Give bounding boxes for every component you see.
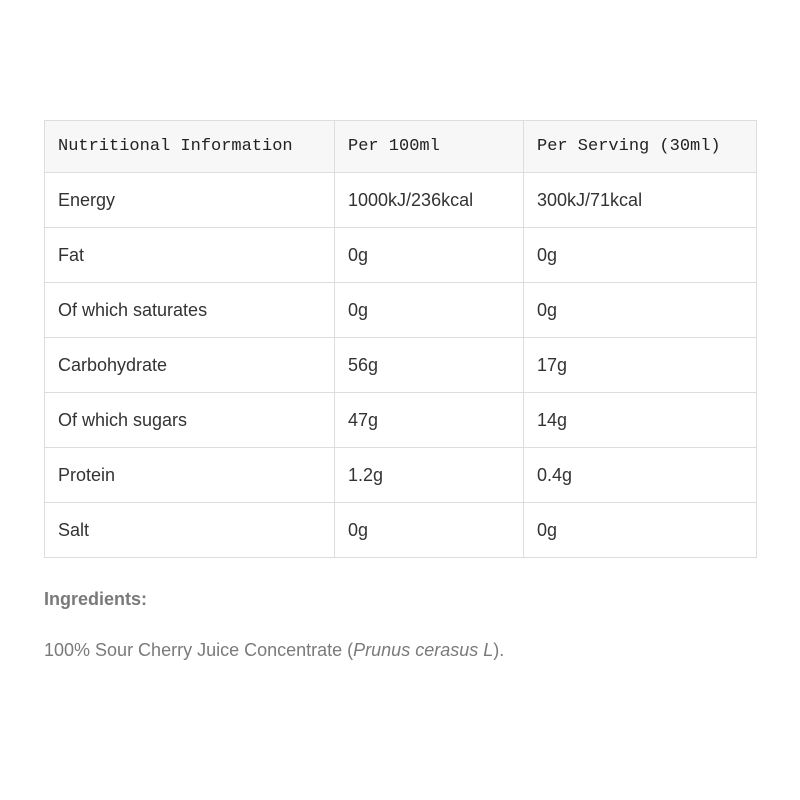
table-cell: 300kJ/71kcal bbox=[523, 172, 757, 228]
table-cell: 0.4g bbox=[523, 447, 757, 503]
table-cell: 0g bbox=[334, 227, 524, 283]
table-cell: Of which saturates bbox=[44, 282, 335, 338]
table-row: Of which sugars 47g 14g bbox=[44, 392, 757, 448]
table-body: Energy 1000kJ/236kcal 300kJ/71kcal Fat 0g 0g O… bbox=[44, 172, 757, 558]
table-cell: 0g bbox=[523, 282, 757, 338]
table-cell: Energy bbox=[44, 172, 335, 228]
latin-name: Prunus cerasus L bbox=[353, 640, 494, 660]
table-cell: 0g bbox=[523, 502, 757, 558]
table-cell: Of which sugars bbox=[44, 392, 335, 448]
table-row: Salt 0g 0g bbox=[44, 502, 757, 558]
header-row: Nutritional Information Per 100ml Per Serv… bbox=[44, 120, 757, 173]
table-cell: 1000kJ/236kcal bbox=[334, 172, 524, 228]
table-cell: Carbohydrate bbox=[44, 337, 335, 393]
table-cell: 14g bbox=[523, 392, 757, 448]
ingredients-text: 100% Sour Cherry Juice Concentrate (Prun… bbox=[44, 640, 504, 661]
table-cell: Salt bbox=[44, 502, 335, 558]
table-row: Protein 1.2g 0.4g bbox=[44, 447, 757, 503]
table-cell: 0g bbox=[334, 502, 524, 558]
ingredients-heading: Ingredients: bbox=[44, 589, 148, 609]
nutrition-table: Nutritional Information Per 100ml Per Serv… bbox=[44, 120, 757, 558]
text: 100% Sour Cherry Juice Concentrate ( bbox=[44, 640, 354, 660]
header-cell: Per 100ml bbox=[334, 120, 524, 173]
text: ). bbox=[493, 640, 505, 660]
table-cell: 17g bbox=[523, 337, 757, 393]
header-cell: Nutritional Information bbox=[44, 120, 335, 173]
table-row: Energy 1000kJ/236kcal 300kJ/71kcal bbox=[44, 172, 757, 228]
table-cell: 0g bbox=[334, 282, 524, 338]
header-cell: Per Serving (30ml) bbox=[523, 120, 757, 173]
table-row: Carbohydrate 56g 17g bbox=[44, 337, 757, 393]
table-cell: 47g bbox=[334, 392, 524, 448]
table-row: Of which saturates 0g 0g bbox=[44, 282, 757, 338]
table-cell: 1.2g bbox=[334, 447, 524, 503]
table-cell: 56g bbox=[334, 337, 524, 393]
table-cell: 0g bbox=[523, 227, 757, 283]
table-row: Fat 0g 0g bbox=[44, 227, 757, 283]
table-cell: Fat bbox=[44, 227, 335, 283]
table-cell: Protein bbox=[44, 447, 335, 503]
